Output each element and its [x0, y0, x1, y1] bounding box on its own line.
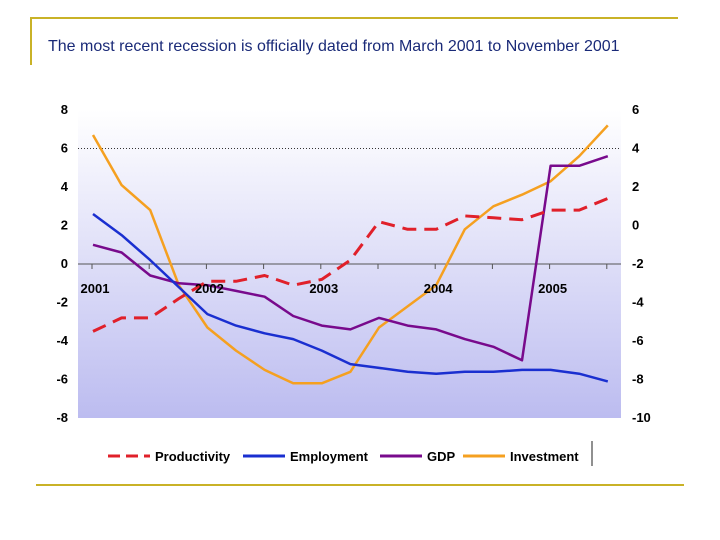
legend-label-employment: Employment: [290, 449, 369, 464]
legend: Productivity Employment GDP Investment: [108, 441, 593, 466]
y-right-tick-label: -8: [632, 372, 644, 387]
x-tick-label: 2004: [424, 281, 454, 296]
tick-labels: 8 6 4 2 0 -2 -4 -6 -8 6 4 2 0 -2 -4 -6 -8 -10 2001 2002 2003…: [56, 102, 650, 425]
legend-label-investment: Investment: [510, 449, 579, 464]
slide-title: The most recent recession is officially …: [48, 38, 620, 55]
y-left-tick-label: 4: [61, 179, 69, 194]
y-left-tick-label: -2: [56, 295, 68, 310]
y-right-tick-label: -4: [632, 295, 644, 310]
legend-label-productivity: Productivity: [155, 449, 231, 464]
y-left-tick-label: -6: [56, 372, 68, 387]
y-right-tick-label: -10: [632, 410, 651, 425]
series-line-investment: [91, 124, 609, 385]
y-left-tick-label: 2: [61, 218, 68, 233]
y-right-tick-label: -6: [632, 333, 644, 348]
x-tick-label: 2005: [538, 281, 567, 296]
x-tick-label: 2003: [309, 281, 338, 296]
x-tick-label: 2002: [195, 281, 224, 296]
y-left-tick-label: -4: [56, 333, 68, 348]
y-right-tick-label: 6: [632, 102, 639, 117]
axes: [78, 148, 621, 269]
series-line-gdp: [92, 155, 609, 362]
y-left-tick-label: 8: [61, 102, 68, 117]
top-rule: [30, 17, 678, 19]
x-tick-label: 2001: [81, 281, 110, 296]
series-lines: [91, 124, 609, 385]
left-rule: [30, 17, 32, 65]
y-right-tick-label: 4: [632, 141, 640, 156]
legend-label-gdp: GDP: [427, 449, 456, 464]
series-line-productivity: [92, 197, 609, 333]
y-left-tick-label: 6: [61, 141, 68, 156]
y-right-tick-label: 0: [632, 218, 639, 233]
y-right-tick-label: -2: [632, 256, 644, 271]
bottom-rule: [36, 484, 684, 486]
y-left-tick-label: -8: [56, 410, 68, 425]
y-left-tick-label: 0: [61, 256, 68, 271]
series-line-employment: [92, 212, 609, 383]
y-right-tick-label: 2: [632, 179, 639, 194]
